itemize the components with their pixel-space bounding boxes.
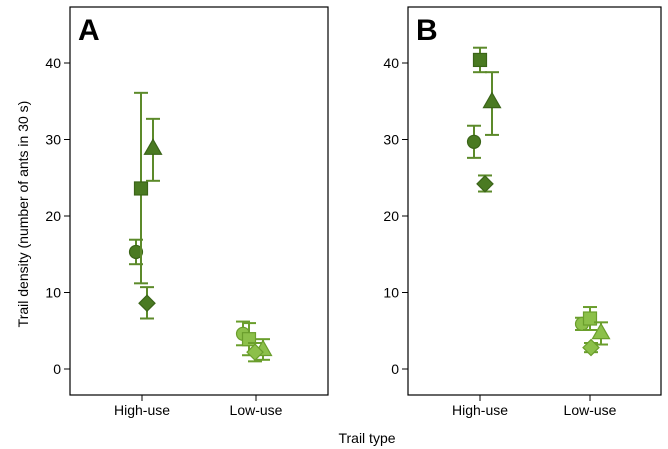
panel-label: B	[416, 14, 438, 47]
data-point-circle	[128, 244, 144, 260]
y-tick-label: 0	[53, 361, 61, 377]
x-tick-label: Low-use	[564, 402, 617, 418]
data-point-diamond	[138, 294, 156, 313]
y-tick-label: 0	[391, 361, 399, 377]
data-point-diamond	[476, 175, 494, 193]
y-axis-label: Trail density (number of ants in 30 s)	[15, 101, 31, 328]
data-point-triangle	[591, 322, 611, 340]
data-point-triangle	[143, 138, 163, 155]
data-point-diamond	[246, 343, 264, 362]
x-axis-label: Trail type	[338, 430, 395, 446]
x-tick-label: High-use	[114, 402, 170, 418]
panel-label: A	[78, 14, 100, 47]
x-tick-label: High-use	[452, 402, 508, 418]
y-tick-label: 20	[45, 208, 61, 224]
data-point-triangle	[482, 91, 502, 109]
data-point-square	[582, 311, 598, 326]
y-tick-label: 40	[383, 55, 399, 71]
y-tick-label: 30	[383, 132, 399, 148]
data-point-square	[472, 52, 488, 68]
y-tick-label: 30	[45, 132, 61, 148]
panel-a: A 0 10 20 30 40 High-use Low-use	[45, 6, 329, 418]
panel-b: B 0 10 20 30 40 High-use Low-use	[383, 6, 662, 418]
data-point-square	[133, 181, 149, 196]
y-tick-label: 10	[45, 285, 61, 301]
y-tick-label: 20	[383, 208, 399, 224]
y-tick-label: 40	[45, 55, 61, 71]
y-tick-label: 10	[383, 285, 399, 301]
x-tick-label: Low-use	[230, 402, 283, 418]
data-point-circle	[466, 134, 482, 149]
panel-frame	[69, 6, 329, 396]
panel-frame	[407, 6, 662, 396]
data-point-diamond	[582, 338, 600, 357]
